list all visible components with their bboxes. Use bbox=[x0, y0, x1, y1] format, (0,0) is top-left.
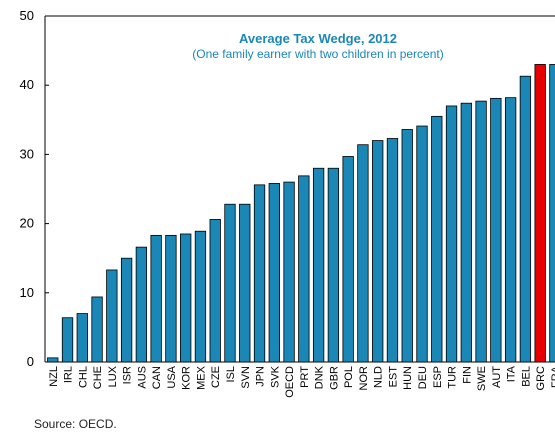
x-tick-label: GBR bbox=[328, 366, 340, 390]
y-tick-label: 50 bbox=[20, 8, 34, 23]
y-tick-label: 40 bbox=[20, 77, 34, 92]
x-tick-label: PRT bbox=[299, 366, 311, 388]
x-tick-label: FRA bbox=[550, 365, 555, 388]
x-tick-label: KOR bbox=[181, 366, 193, 390]
bar-swe bbox=[475, 100, 487, 363]
x-tick-label: SVN bbox=[240, 366, 252, 389]
bar-jpn bbox=[253, 184, 266, 363]
x-tick-label: ESP bbox=[432, 366, 444, 388]
x-tick-label: BEL bbox=[520, 366, 532, 387]
bar-mex bbox=[194, 230, 207, 363]
x-tick-label: HUN bbox=[402, 366, 414, 390]
bar-lux bbox=[106, 269, 118, 363]
bar-usa bbox=[165, 234, 177, 363]
bar-svk bbox=[268, 183, 280, 363]
x-tick-label: MEX bbox=[195, 365, 207, 390]
x-tick-label: FIN bbox=[461, 366, 473, 384]
y-tick-label: 10 bbox=[20, 285, 34, 300]
x-tick-label: ISL bbox=[225, 366, 237, 383]
chart-subtitle: (One family earner with two children in … bbox=[192, 47, 443, 61]
bar-nzl bbox=[47, 357, 59, 363]
bar-kor bbox=[180, 233, 192, 363]
x-tick-label: NOR bbox=[358, 366, 370, 391]
bar-prt bbox=[298, 175, 310, 363]
chart-title: Average Tax Wedge, 2012 bbox=[239, 31, 397, 46]
x-tick-label: DNK bbox=[314, 365, 326, 389]
x-tick-label: EST bbox=[387, 366, 399, 388]
x-tick-label: JPN bbox=[255, 366, 267, 387]
x-tick-label: GRC bbox=[535, 366, 547, 391]
bar-cze bbox=[209, 219, 221, 363]
bar-aus bbox=[135, 246, 148, 363]
y-tick-label: 20 bbox=[20, 216, 34, 231]
y-tick-label: 0 bbox=[27, 354, 34, 369]
x-tick-label: LUX bbox=[107, 365, 119, 387]
x-tick-label: CZE bbox=[210, 366, 222, 388]
x-tick-label: AUS bbox=[136, 366, 148, 389]
bar-gbr bbox=[327, 167, 340, 363]
bar-chl bbox=[76, 313, 88, 363]
x-tick-label: AUT bbox=[491, 366, 503, 388]
bar-fin bbox=[460, 102, 472, 363]
bar-tur bbox=[445, 105, 458, 363]
bar-isl bbox=[224, 203, 236, 363]
bar-nld bbox=[372, 140, 384, 363]
x-tick-label: TUR bbox=[447, 366, 459, 389]
x-axis-labels: NZL IRL CHL CHE LUX ISR AUS CAN USA KOR MEX CZE ISL S… bbox=[48, 365, 555, 397]
bar-can bbox=[150, 234, 162, 363]
x-tick-label: ITA bbox=[506, 365, 518, 382]
x-tick-label: NLD bbox=[373, 366, 385, 388]
bar-oecd bbox=[283, 181, 295, 363]
x-tick-label: NZL bbox=[48, 366, 60, 387]
bars bbox=[47, 64, 555, 363]
x-tick-label: CHL bbox=[77, 366, 89, 388]
x-tick-label: SWE bbox=[476, 366, 488, 391]
bar-aut bbox=[490, 97, 502, 363]
bar-fra bbox=[549, 64, 555, 363]
x-tick-label: SVK bbox=[269, 365, 281, 388]
bar-esp bbox=[431, 115, 443, 363]
bar-ita bbox=[504, 97, 517, 363]
bar-deu bbox=[416, 125, 428, 363]
bar-irl bbox=[61, 317, 74, 363]
bar-svn bbox=[239, 203, 251, 363]
bar-grc bbox=[534, 64, 546, 363]
bar-est bbox=[386, 138, 399, 363]
x-tick-label: CHE bbox=[92, 366, 104, 389]
bar-bel bbox=[519, 75, 532, 363]
x-tick-label: OECD bbox=[284, 366, 296, 398]
x-tick-label: POL bbox=[343, 366, 355, 388]
x-tick-label: DEU bbox=[417, 366, 429, 389]
bar-dnk bbox=[312, 167, 325, 363]
bar-isr bbox=[120, 257, 133, 363]
bar-che bbox=[91, 296, 103, 363]
source-note: Source: OECD. bbox=[34, 417, 117, 431]
bar-nor bbox=[357, 144, 369, 363]
bar-hun bbox=[401, 129, 413, 363]
x-tick-label: USA bbox=[166, 365, 178, 388]
x-tick-label: CAN bbox=[151, 366, 163, 389]
x-tick-label: ISR bbox=[122, 366, 134, 384]
y-tick-label: 30 bbox=[20, 146, 34, 161]
bar-pol bbox=[342, 156, 354, 363]
x-tick-label: IRL bbox=[63, 366, 75, 383]
